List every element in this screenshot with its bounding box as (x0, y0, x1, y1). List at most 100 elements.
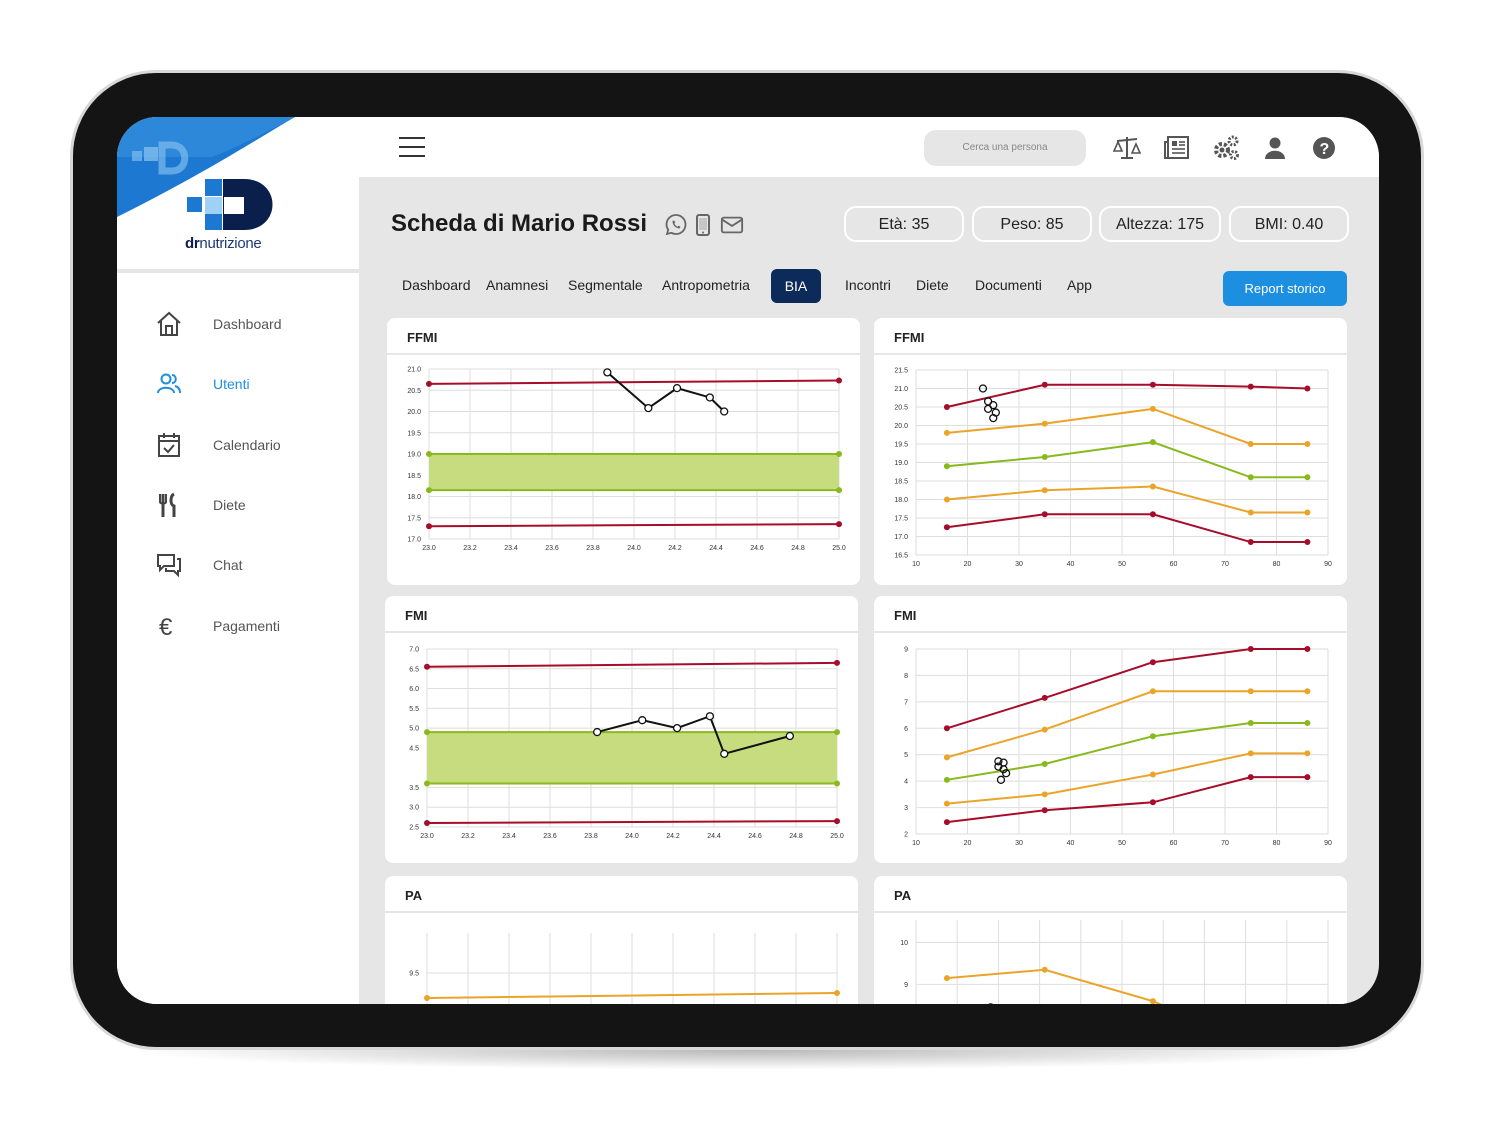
x-tick-label: 30 (1015, 840, 1023, 847)
series-point (1041, 511, 1048, 518)
series-point (1041, 966, 1048, 973)
x-tick-label: 60 (1170, 561, 1178, 568)
sidebar-item-utenti[interactable]: Utenti (117, 364, 359, 404)
series-point (1041, 420, 1048, 427)
sidebar-item-chat[interactable]: Chat (117, 545, 359, 585)
pa-chart-left: 9.09.5 (409, 933, 840, 1004)
series-point (943, 429, 950, 436)
calendar-icon (158, 433, 180, 457)
series-point (1247, 774, 1254, 781)
series-point (943, 776, 950, 783)
series-point (1304, 688, 1311, 695)
tab-segmentale[interactable]: Segmentale (568, 277, 643, 293)
series-line (946, 968, 1163, 1004)
x-tick-label: 50 (1118, 840, 1126, 847)
x-tick-label: 70 (1221, 561, 1229, 568)
tab-dashboard[interactable]: Dashboard (402, 277, 471, 293)
chart-title: FMI (405, 608, 428, 623)
sidebar-item-diete[interactable]: Diete (117, 485, 359, 525)
series-point (943, 819, 950, 826)
chart-card-ffmi-bmi: FFMI 23.0 23.2 23.4 23.6 23.8 24.0 24.2 24.4 24.… (387, 318, 860, 585)
series-point (1041, 694, 1048, 701)
gears-icon[interactable] (1211, 133, 1241, 163)
sidebar-item-dashboard[interactable]: Dashboard (117, 304, 359, 344)
y-tick-label: 18.0 (407, 494, 421, 501)
series-line (606, 371, 725, 413)
x-tick-label: 40 (1067, 840, 1075, 847)
chart-title: FFMI (894, 330, 925, 345)
series-point (1041, 381, 1048, 388)
scale-icon[interactable] (1112, 133, 1142, 163)
users-icon (157, 373, 181, 394)
x-tick-label: 24.4 (709, 545, 723, 552)
y-tick-label: 4.5 (409, 745, 419, 752)
patient-point (705, 393, 715, 402)
y-tick-label: 20.0 (407, 409, 421, 416)
fmi-chart-right: 10 20 30 40 50 60 70 80 90 2 3 4 5 6 7 8 9 (904, 646, 1332, 847)
series-point (1247, 539, 1254, 546)
y-tick-label: 8 (904, 673, 908, 680)
whatsapp-icon[interactable] (664, 213, 688, 237)
mail-icon[interactable] (720, 213, 744, 237)
patient-point (705, 712, 715, 721)
tab-diete[interactable]: Diete (916, 277, 949, 293)
tab-anamnesi[interactable]: Anamnesi (486, 277, 549, 293)
news-icon[interactable] (1162, 133, 1192, 163)
series-point (1149, 733, 1156, 740)
series-point (1247, 509, 1254, 516)
y-tick-label: 9 (904, 982, 908, 989)
y-tick-label: 19.5 (407, 430, 421, 437)
euro-icon: € (159, 614, 173, 640)
user-icon[interactable] (1260, 133, 1290, 163)
y-tick-label: 6.0 (409, 686, 419, 693)
band-edge-point (834, 780, 840, 787)
y-tick-label: 5.5 (409, 706, 419, 713)
tab-documenti[interactable]: Documenti (975, 277, 1042, 293)
series-point (1149, 439, 1156, 446)
x-tick-label: 23.4 (502, 833, 516, 840)
series-point (1247, 720, 1254, 726)
weight-value: 85 (1045, 216, 1064, 233)
series-point (1149, 659, 1156, 666)
x-tick-label: 24.8 (791, 545, 805, 552)
tab-incontri[interactable]: Incontri (845, 277, 891, 293)
x-tick-label: 24.2 (668, 545, 682, 552)
series-point (1149, 511, 1156, 518)
series-point (1304, 509, 1311, 516)
menu-toggle-icon[interactable] (399, 137, 425, 159)
series-point (1041, 487, 1048, 494)
topbar: Cerca una persona (359, 117, 1379, 177)
y-tick-label: 6.5 (409, 666, 419, 673)
search-input[interactable]: Cerca una persona (924, 130, 1086, 166)
x-tick-label: 80 (1273, 561, 1281, 568)
tab-bia[interactable]: BIA (771, 269, 821, 303)
bmi-label: BMI: (1254, 216, 1288, 233)
tab-antropometria[interactable]: Antropometria (662, 277, 750, 293)
series-point (1304, 474, 1311, 481)
sidebar-item-calendario[interactable]: Calendario (117, 425, 359, 465)
chart-title: PA (405, 888, 423, 903)
band-edge-point (836, 451, 842, 457)
band-edge-point (424, 729, 430, 736)
x-tick-label: 23.0 (422, 545, 436, 552)
sidebar-item-pagamenti[interactable]: € Pagamenti (117, 606, 359, 646)
band-edge-point (426, 451, 432, 457)
x-tick-label: 50 (1118, 561, 1126, 568)
height-badge: Altezza: 175 (1099, 206, 1221, 242)
x-tick-label: 90 (1324, 561, 1332, 568)
cutlery-icon (159, 492, 176, 517)
x-tick-label: 40 (1067, 561, 1075, 568)
y-tick-label: 17.5 (407, 515, 421, 522)
tab-app[interactable]: App (1067, 277, 1092, 293)
page-title: Scheda di Mario Rossi (391, 210, 648, 237)
age-value: 35 (911, 216, 930, 233)
brand-prefix: dr (185, 235, 200, 252)
series-point (1149, 483, 1156, 490)
report-storico-button[interactable]: Report storico (1223, 271, 1347, 306)
phone-icon[interactable] (691, 213, 715, 237)
x-tick-label: 24.0 (625, 833, 639, 840)
y-tick-label: 9.5 (409, 971, 419, 978)
series-point (1247, 646, 1254, 652)
x-tick-label: 90 (1324, 840, 1332, 847)
help-icon[interactable]: ? (1309, 133, 1339, 163)
